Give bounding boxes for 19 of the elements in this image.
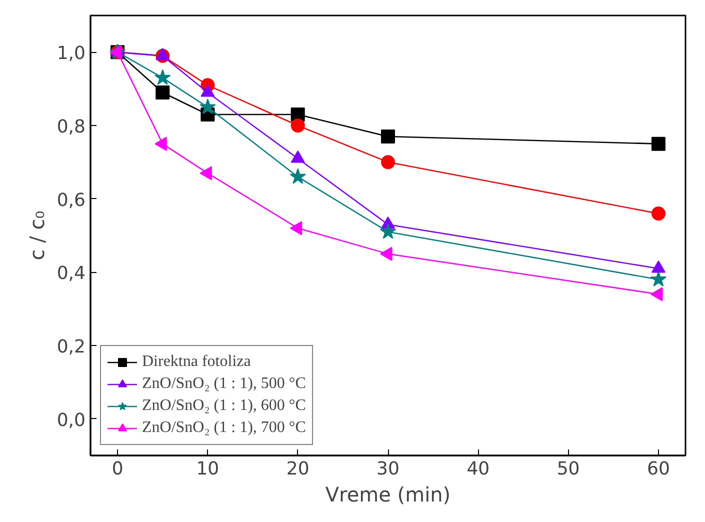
x-axis-title: Vreme (min) bbox=[325, 482, 451, 506]
y-tick-label: 0,4 bbox=[56, 263, 86, 284]
y-tick-label: 0,8 bbox=[56, 116, 86, 138]
y-tick-label: 0,2 bbox=[56, 336, 86, 358]
x-tick-label: 10 bbox=[196, 458, 220, 480]
legend-label: ZnO/SnO₂ (1 : 1), 500 °C bbox=[142, 375, 306, 393]
x-tick-label: 60 bbox=[647, 458, 670, 480]
legend-label: Direktna fotoliza bbox=[142, 353, 251, 371]
legend-label: ZnO/SnO₂ (1 : 1), 600 °C bbox=[142, 397, 306, 415]
x-tick-label: 40 bbox=[466, 458, 490, 480]
x-tick-label: 50 bbox=[556, 458, 580, 480]
x-tick-label: 20 bbox=[286, 458, 310, 480]
x-tick-label: 30 bbox=[376, 458, 400, 480]
x-tick-label: 0 bbox=[112, 458, 124, 480]
y-tick-label: 1,0 bbox=[56, 43, 86, 64]
legend-label: ZnO/SnO₂ (1 : 1), 700 °C bbox=[142, 419, 306, 437]
y-axis-title: c / c₀ bbox=[24, 210, 49, 260]
y-tick-label: 0,0 bbox=[56, 410, 86, 431]
y-tick-label: 0,6 bbox=[56, 190, 86, 211]
